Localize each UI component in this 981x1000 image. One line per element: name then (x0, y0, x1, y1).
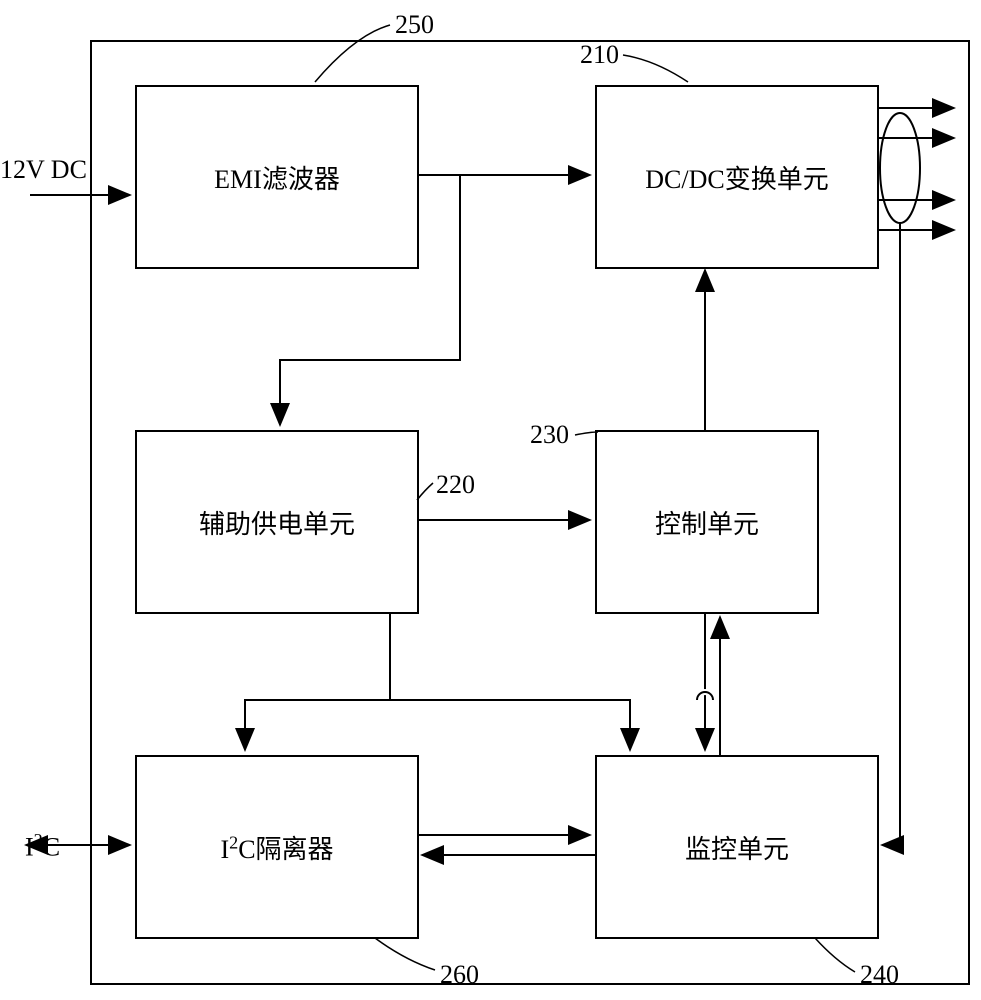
dcdc-converter-block: DC/DC变换单元 (595, 85, 879, 269)
ref-240: 240 (860, 960, 899, 990)
ref-260: 260 (440, 960, 479, 990)
ref-250: 250 (395, 10, 434, 40)
ref-220: 220 (436, 470, 475, 500)
aux-power-label: 辅助供电单元 (199, 504, 355, 541)
control-unit-block: 控制单元 (595, 430, 819, 614)
monitor-unit-label: 监控单元 (685, 829, 789, 866)
dcdc-converter-label: DC/DC变换单元 (645, 159, 828, 196)
ref-230: 230 (530, 420, 569, 450)
i2c-bus-label: I2C (25, 830, 60, 863)
emi-filter-label: EMI滤波器 (214, 159, 340, 196)
i2c-isolator-block: I2C隔离器 (135, 755, 419, 939)
dc-input-label: 12V DC (0, 155, 87, 185)
ref-210: 210 (580, 40, 619, 70)
emi-filter-block: EMI滤波器 (135, 85, 419, 269)
i2c-isolator-label: I2C隔离器 (220, 829, 333, 866)
aux-power-block: 辅助供电单元 (135, 430, 419, 614)
block-diagram: EMI滤波器 DC/DC变换单元 辅助供电单元 控制单元 I2C隔离器 监控单元… (0, 0, 981, 1000)
monitor-unit-block: 监控单元 (595, 755, 879, 939)
control-unit-label: 控制单元 (655, 504, 759, 541)
